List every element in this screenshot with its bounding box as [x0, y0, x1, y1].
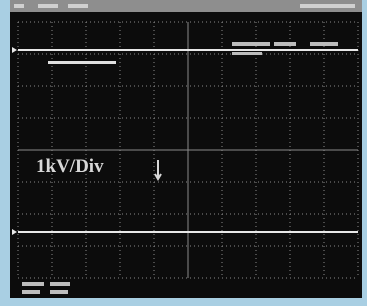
oscilloscope-screenshot: 1kV/Div	[0, 0, 367, 306]
readout	[22, 282, 44, 286]
menu-item[interactable]	[14, 4, 24, 8]
readout	[310, 42, 338, 46]
readout	[274, 42, 296, 46]
readout	[22, 290, 40, 294]
menu-item[interactable]	[68, 4, 88, 8]
readout	[232, 52, 262, 55]
readout	[232, 42, 270, 46]
record-bar	[48, 61, 116, 64]
menu-item[interactable]	[38, 4, 58, 8]
status-text	[300, 4, 355, 8]
page: 1kV/Div (() => { const data = JSON.parse…	[0, 0, 367, 306]
scale-label: 1kV/Div	[36, 156, 104, 177]
readout	[50, 282, 70, 286]
readout	[50, 290, 68, 294]
screen	[10, 0, 362, 298]
